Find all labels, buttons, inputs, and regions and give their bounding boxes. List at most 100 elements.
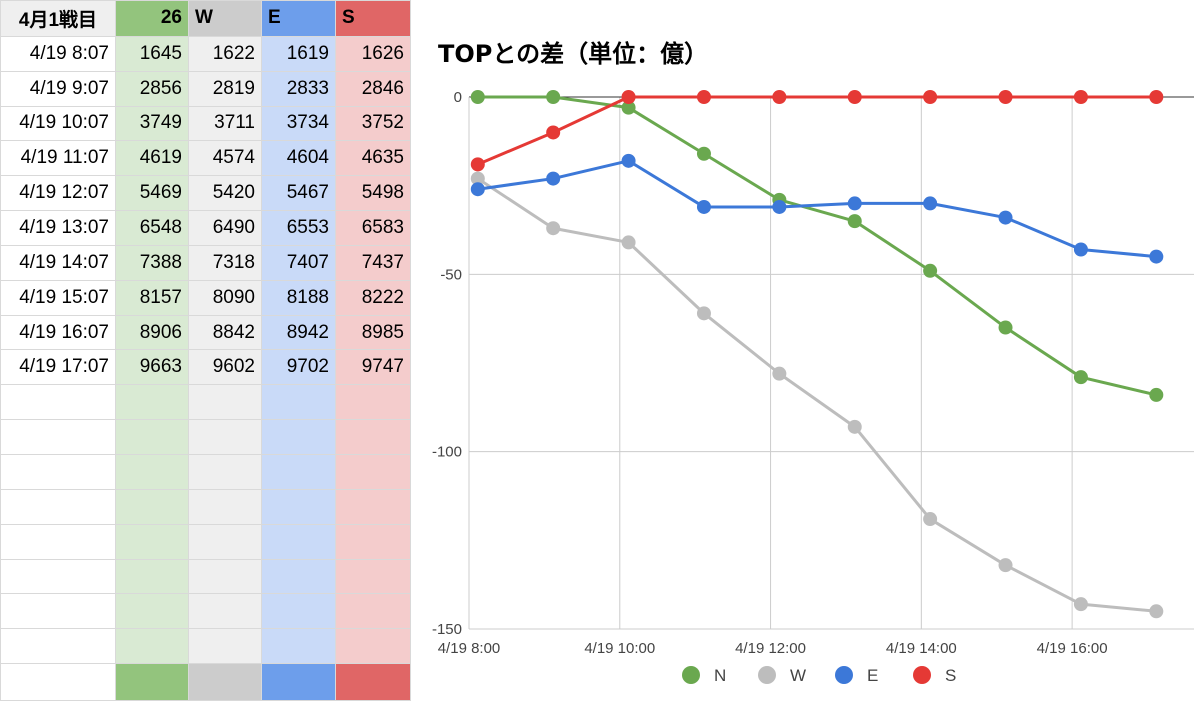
empty-cell[interactable] xyxy=(115,488,189,525)
cell-e[interactable]: 1619 xyxy=(261,35,336,72)
cell-date[interactable]: 4/19 13:07 xyxy=(0,210,116,246)
empty-cell[interactable] xyxy=(188,453,262,490)
empty-cell[interactable] xyxy=(115,453,189,490)
empty-cell[interactable] xyxy=(0,419,116,455)
empty-cell[interactable] xyxy=(261,593,336,630)
empty-cell[interactable] xyxy=(261,523,336,560)
footer-cell[interactable] xyxy=(0,663,116,701)
cell-s[interactable]: 6583 xyxy=(335,210,411,246)
empty-cell[interactable] xyxy=(188,384,262,421)
cell-date[interactable]: 4/19 10:07 xyxy=(0,105,116,142)
cell-w[interactable]: 8090 xyxy=(188,279,262,316)
empty-cell[interactable] xyxy=(115,558,189,595)
cell-s[interactable]: 7437 xyxy=(335,244,411,281)
footer-cell[interactable] xyxy=(335,663,411,701)
footer-cell[interactable] xyxy=(261,663,336,701)
cell-s[interactable]: 8985 xyxy=(335,314,411,351)
cell-n[interactable]: 3749 xyxy=(115,105,189,142)
empty-cell[interactable] xyxy=(115,628,189,665)
empty-cell[interactable] xyxy=(188,488,262,525)
empty-cell[interactable] xyxy=(261,419,336,455)
empty-cell[interactable] xyxy=(335,453,411,490)
empty-cell[interactable] xyxy=(335,523,411,560)
header-cell-s[interactable]: S xyxy=(335,0,411,37)
empty-cell[interactable] xyxy=(0,523,116,560)
empty-cell[interactable] xyxy=(0,453,116,490)
empty-cell[interactable] xyxy=(188,628,262,665)
cell-n[interactable]: 8906 xyxy=(115,314,189,351)
empty-cell[interactable] xyxy=(335,384,411,421)
empty-cell[interactable] xyxy=(0,384,116,421)
cell-w[interactable]: 1622 xyxy=(188,35,262,72)
cell-w[interactable]: 2819 xyxy=(188,70,262,107)
cell-s[interactable]: 9747 xyxy=(335,349,411,386)
cell-n[interactable]: 2856 xyxy=(115,70,189,107)
chart-panel[interactable]: TOPとの差（単位：億） 0 -50 -100 -150 4/19 8:00 4/19 1… xyxy=(412,0,1200,701)
cell-s[interactable]: 2846 xyxy=(335,70,411,107)
cell-s[interactable]: 5498 xyxy=(335,175,411,212)
cell-e[interactable]: 4604 xyxy=(261,140,336,177)
empty-cell[interactable] xyxy=(115,419,189,455)
cell-e[interactable]: 6553 xyxy=(261,210,336,246)
cell-w[interactable]: 4574 xyxy=(188,140,262,177)
empty-cell[interactable] xyxy=(335,593,411,630)
cell-e[interactable]: 3734 xyxy=(261,105,336,142)
cell-n[interactable]: 6548 xyxy=(115,210,189,246)
empty-cell[interactable] xyxy=(261,628,336,665)
cell-w[interactable]: 6490 xyxy=(188,210,262,246)
cell-w[interactable]: 7318 xyxy=(188,244,262,281)
cell-w[interactable]: 5420 xyxy=(188,175,262,212)
header-cell-w[interactable]: W xyxy=(188,0,262,37)
empty-cell[interactable] xyxy=(335,628,411,665)
cell-n[interactable]: 1645 xyxy=(115,35,189,72)
cell-w[interactable]: 9602 xyxy=(188,349,262,386)
empty-cell[interactable] xyxy=(188,523,262,560)
empty-cell[interactable] xyxy=(335,558,411,595)
empty-cell[interactable] xyxy=(261,384,336,421)
empty-cell[interactable] xyxy=(0,558,116,595)
footer-cell[interactable] xyxy=(115,663,189,701)
empty-cell[interactable] xyxy=(188,419,262,455)
empty-cell[interactable] xyxy=(261,488,336,525)
empty-cell[interactable] xyxy=(0,628,116,665)
empty-cell[interactable] xyxy=(261,453,336,490)
empty-cell[interactable] xyxy=(115,384,189,421)
cell-date[interactable]: 4/19 9:07 xyxy=(0,70,116,107)
cell-date[interactable]: 4/19 15:07 xyxy=(0,279,116,316)
empty-cell[interactable] xyxy=(115,523,189,560)
cell-e[interactable]: 8188 xyxy=(261,279,336,316)
empty-cell[interactable] xyxy=(0,488,116,525)
cell-n[interactable]: 5469 xyxy=(115,175,189,212)
cell-s[interactable]: 1626 xyxy=(335,35,411,72)
cell-date[interactable]: 4/19 17:07 xyxy=(0,349,116,386)
cell-n[interactable]: 8157 xyxy=(115,279,189,316)
cell-e[interactable]: 9702 xyxy=(261,349,336,386)
empty-cell[interactable] xyxy=(335,488,411,525)
cell-n[interactable]: 4619 xyxy=(115,140,189,177)
cell-date[interactable]: 4/19 11:07 xyxy=(0,140,116,177)
cell-n[interactable]: 9663 xyxy=(115,349,189,386)
cell-date[interactable]: 4/19 8:07 xyxy=(0,35,116,72)
cell-n[interactable]: 7388 xyxy=(115,244,189,281)
empty-cell[interactable] xyxy=(188,558,262,595)
empty-cell[interactable] xyxy=(115,593,189,630)
empty-cell[interactable] xyxy=(0,593,116,630)
header-cell-date[interactable]: 4月1戦目 xyxy=(0,0,116,37)
cell-e[interactable]: 8942 xyxy=(261,314,336,351)
cell-s[interactable]: 8222 xyxy=(335,279,411,316)
cell-w[interactable]: 3711 xyxy=(188,105,262,142)
empty-cell[interactable] xyxy=(335,419,411,455)
cell-e[interactable]: 2833 xyxy=(261,70,336,107)
cell-s[interactable]: 4635 xyxy=(335,140,411,177)
cell-w[interactable]: 8842 xyxy=(188,314,262,351)
empty-cell[interactable] xyxy=(261,558,336,595)
header-cell-e[interactable]: E xyxy=(261,0,336,37)
cell-date[interactable]: 4/19 14:07 xyxy=(0,244,116,281)
header-cell-n[interactable]: 26 xyxy=(115,0,189,37)
cell-e[interactable]: 5467 xyxy=(261,175,336,212)
cell-date[interactable]: 4/19 16:07 xyxy=(0,314,116,351)
empty-cell[interactable] xyxy=(188,593,262,630)
footer-cell[interactable] xyxy=(188,663,262,701)
cell-s[interactable]: 3752 xyxy=(335,105,411,142)
cell-date[interactable]: 4/19 12:07 xyxy=(0,175,116,212)
